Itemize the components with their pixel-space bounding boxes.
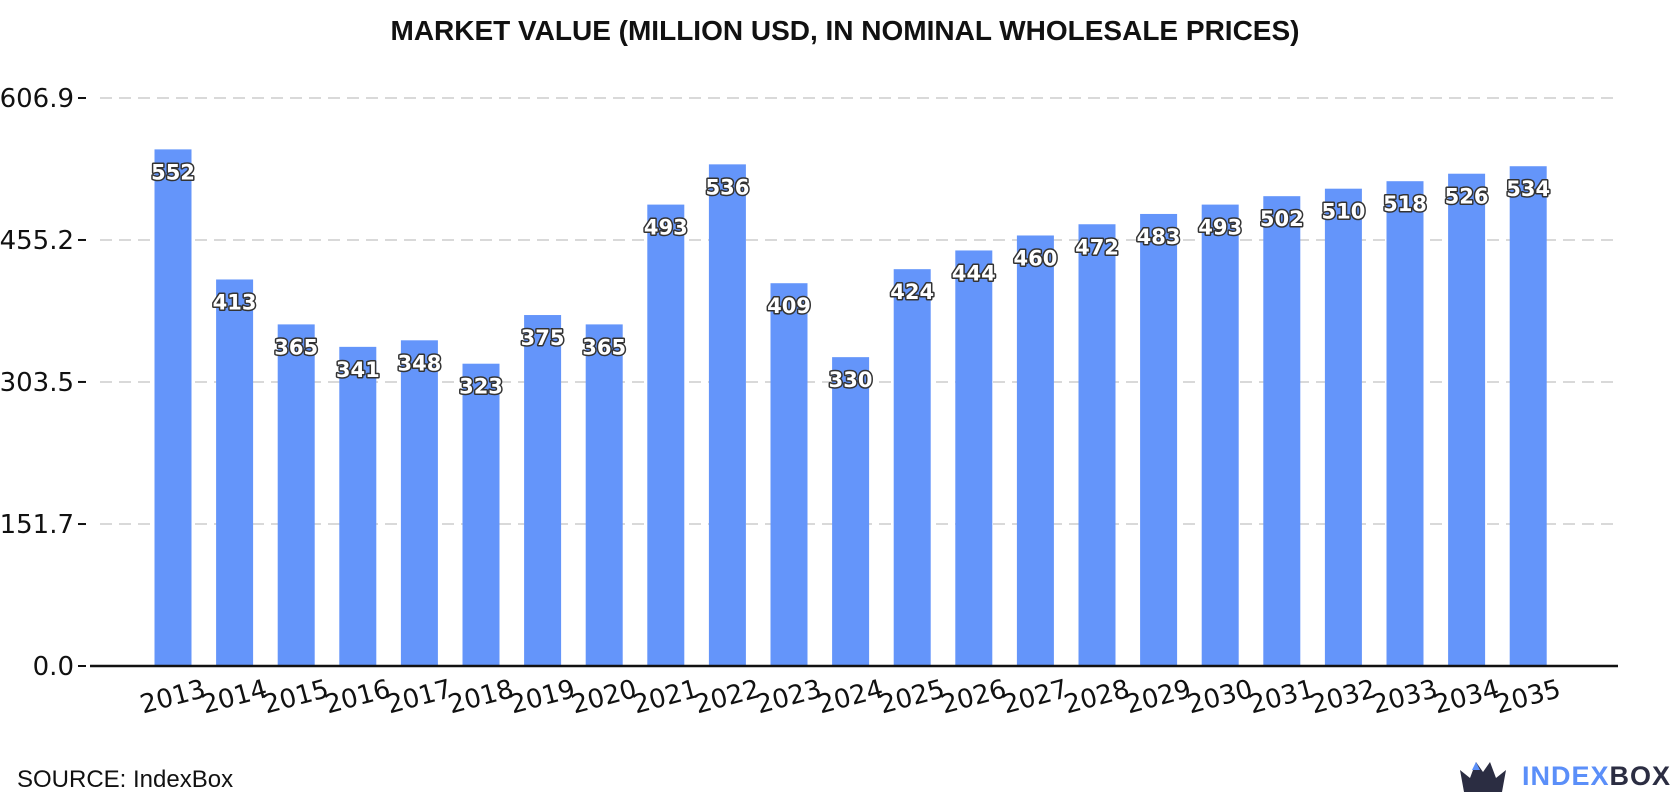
x-tick-label: 2032: [1307, 674, 1379, 720]
x-tick-label: 2034: [1431, 674, 1503, 720]
data-label-2019: 375: [521, 326, 565, 350]
x-tick-label: 2018: [445, 674, 517, 720]
bar-2020: [585, 324, 623, 666]
bar-2014: [216, 279, 254, 666]
bar-2016: [339, 346, 377, 666]
data-label-2032: 510: [1321, 200, 1365, 224]
data-label-2024: 330: [829, 368, 873, 392]
x-tick-label: 2028: [1061, 674, 1133, 720]
data-label-2017: 348: [397, 351, 441, 375]
bars: [154, 149, 1547, 667]
bar-2024: [832, 357, 870, 666]
x-tick-label: 2021: [630, 674, 702, 720]
y-tick-label: 0.0: [33, 652, 74, 682]
x-tick-label: 2023: [753, 674, 825, 720]
data-label-2035: 534: [1506, 177, 1550, 201]
x-tick-label: 2031: [1246, 674, 1318, 720]
data-label-2031: 502: [1260, 207, 1304, 231]
data-label-2027: 460: [1013, 246, 1057, 270]
data-label-2016: 341: [336, 358, 380, 382]
bar-2029: [1140, 213, 1178, 666]
data-label-2034: 526: [1445, 185, 1489, 209]
bar-2026: [955, 250, 993, 666]
data-label-2033: 518: [1383, 192, 1427, 216]
x-tick-label: 2015: [260, 674, 332, 720]
data-label-2015: 365: [274, 335, 318, 359]
data-label-2014: 413: [213, 290, 257, 314]
x-tick-label: 2017: [383, 674, 455, 720]
x-tick-label: 2026: [938, 674, 1010, 720]
bar-2030: [1201, 204, 1239, 667]
x-tick-label: 2033: [1369, 674, 1441, 720]
data-label-2021: 493: [644, 216, 688, 240]
x-tick-label: 2022: [691, 674, 763, 720]
data-label-2023: 409: [767, 294, 811, 318]
x-tick-label: 2027: [999, 674, 1071, 720]
x-tick-label: 2035: [1492, 674, 1564, 720]
bar-2027: [1016, 235, 1054, 667]
x-tick-label: 2025: [876, 674, 948, 720]
data-label-2022: 536: [705, 175, 749, 199]
y-tick-label: 606.9: [0, 84, 74, 114]
bar-2022: [708, 164, 746, 666]
bar-2031: [1263, 196, 1301, 666]
y-tick-label: 303.5: [0, 368, 74, 398]
brand-logo: INDEXBOX: [1458, 756, 1671, 796]
brand-name: INDEXBOX: [1522, 761, 1671, 792]
x-tick-label: 2013: [137, 674, 209, 720]
data-label-2029: 483: [1137, 225, 1181, 249]
data-labels: 552 413 365 341 348 323 375 365 493 536 409 330 424 4…: [150, 159, 1552, 400]
x-tick-label: 2024: [815, 674, 887, 720]
bar-2017: [400, 340, 438, 666]
data-label-2013: 552: [151, 160, 195, 184]
bar-2028: [1078, 224, 1116, 666]
bar-2015: [277, 324, 315, 666]
bar-2013: [154, 149, 192, 667]
brand-name-part2: BOX: [1609, 760, 1672, 791]
x-axis: 2013201420152016201720182019202020212022…: [137, 674, 1564, 720]
data-label-2028: 472: [1075, 235, 1119, 259]
y-tick-label: 455.2: [0, 226, 74, 256]
bar-2033: [1386, 181, 1424, 666]
y-tick-label: 151.7: [0, 510, 74, 540]
bar-2025: [893, 269, 931, 666]
source-label: SOURCE: IndexBox: [17, 766, 234, 793]
x-tick-label: 2030: [1184, 674, 1256, 720]
chart-title: MARKET VALUE (MILLION USD, IN NOMINAL WH…: [391, 15, 1300, 46]
bar-2023: [770, 283, 808, 666]
x-tick-label: 2019: [507, 674, 579, 720]
data-label-2018: 323: [459, 375, 503, 399]
indexbox-crown-icon: [1460, 762, 1506, 792]
brand-name-part1: INDEX: [1522, 760, 1610, 791]
data-label-2030: 493: [1198, 216, 1242, 240]
data-label-2026: 444: [952, 261, 996, 285]
data-label-2025: 424: [890, 280, 934, 304]
data-label-2020: 365: [582, 335, 626, 359]
bar-2034: [1448, 173, 1486, 667]
x-tick-label: 2014: [199, 674, 271, 720]
bar-2035: [1509, 166, 1547, 666]
x-tick-label: 2029: [1123, 674, 1195, 720]
x-tick-label: 2020: [568, 674, 640, 720]
bar-2032: [1324, 188, 1362, 666]
bar-2019: [524, 315, 562, 666]
bar-2021: [647, 204, 685, 667]
y-axis: 0.0 151.7 303.5 455.2 606.9: [0, 84, 86, 682]
bar-2018: [462, 363, 500, 666]
x-tick-label: 2016: [322, 674, 394, 720]
